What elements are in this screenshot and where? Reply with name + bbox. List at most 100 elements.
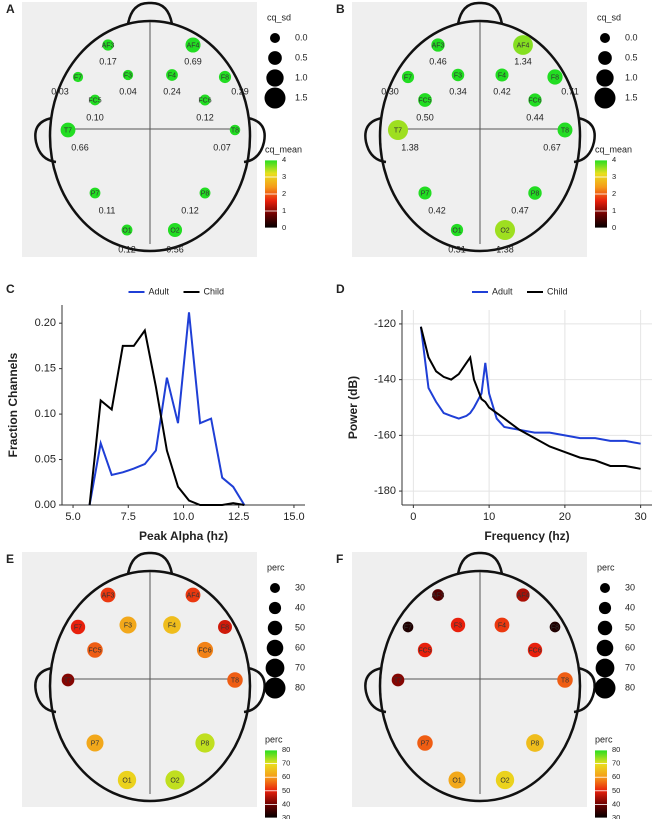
electrode-label: F7 [74, 624, 82, 631]
electrode [121, 224, 133, 236]
y-tick-label: 0.00 [35, 499, 56, 511]
electrode-label: F3 [124, 622, 132, 629]
electrode-label: F7 [404, 624, 412, 631]
electrode [513, 35, 533, 55]
electrode [450, 223, 464, 237]
electrode-label: AF4 [187, 592, 200, 599]
value-label: 0.42 [493, 86, 511, 96]
size-legend-key [266, 69, 284, 87]
electrode-label: O1 [122, 227, 131, 234]
head-outline [48, 569, 252, 803]
panel-label: F [336, 552, 343, 566]
electrode [72, 71, 84, 83]
value-label: 0.12 [181, 205, 199, 215]
series-line [419, 326, 641, 470]
colorbar-label: 1 [282, 206, 286, 215]
left-ear [34, 666, 57, 714]
colorbar-label: 2 [282, 189, 286, 198]
electrode-label: O1 [452, 227, 461, 234]
size-legend-key [265, 658, 285, 678]
electrode-label: F3 [454, 72, 462, 79]
electrode-label: O1 [452, 777, 461, 784]
electrode [185, 37, 201, 53]
colorbar-label: 4 [612, 155, 616, 164]
colorbar-label: 50 [282, 786, 290, 795]
electrode [199, 187, 211, 199]
electrode-label: O2 [170, 227, 179, 234]
size-legend-label: 1.5 [295, 92, 308, 102]
electrode [495, 68, 509, 82]
size-legend-key [266, 639, 284, 657]
size-legend-label: 0.5 [295, 52, 308, 62]
value-label: 0.30 [381, 86, 399, 96]
y-axis-label: Fraction Channels [6, 352, 20, 457]
size-legend-label: 80 [295, 682, 305, 692]
value-label: 1.34 [514, 56, 532, 66]
nose [456, 1, 504, 25]
electrode [86, 734, 104, 752]
electrode-label: P7 [91, 740, 100, 747]
colorbar-title: cq_mean [595, 144, 632, 154]
electrode-label: F8 [221, 624, 229, 631]
nose [126, 551, 174, 575]
value-label: 0.29 [231, 86, 249, 96]
colorbar-label: 80 [282, 745, 290, 754]
size-legend-title: cq_sd [267, 12, 291, 22]
electrode-label: AF4 [517, 42, 530, 49]
colorbar [265, 750, 277, 818]
y-tick-label: 0.15 [35, 363, 56, 375]
y-tick-label: -160 [374, 429, 396, 441]
size-legend-key [270, 583, 280, 593]
size-legend-label: 0.5 [625, 52, 638, 62]
value-label: 0.34 [449, 86, 467, 96]
electrode [195, 733, 215, 753]
electrode [431, 38, 445, 52]
size-legend-label: 50 [625, 622, 635, 632]
value-label: 0.07 [213, 142, 231, 152]
size-legend-key [264, 87, 286, 109]
value-label: 0.44 [526, 112, 544, 122]
electrode-label: FC5 [88, 647, 101, 654]
head-outline [378, 19, 582, 253]
value-label: 0.50 [416, 112, 434, 122]
electrode-label: T8 [561, 127, 569, 134]
electrode [494, 617, 510, 633]
colorbar-title: perc [595, 734, 613, 744]
x-tick-label: 15.0 [283, 511, 304, 523]
colorbar-label: 40 [282, 799, 290, 808]
series-line [419, 326, 641, 445]
y-tick-label: -180 [374, 485, 396, 497]
size-legend-label: 1.0 [625, 72, 638, 82]
size-legend-key [596, 69, 614, 87]
size-legend-label: 70 [625, 662, 635, 672]
right-ear [243, 666, 266, 714]
electrode-label: FC6 [528, 647, 541, 654]
electrode-label: P8 [531, 740, 540, 747]
value-label: 0.24 [163, 86, 181, 96]
size-legend-key [264, 677, 286, 699]
electrode [117, 770, 137, 790]
electrode-label: F8 [221, 74, 229, 81]
electrode [122, 69, 134, 81]
electrode [547, 69, 563, 85]
value-label: 1.38 [401, 142, 419, 152]
electrode [516, 588, 530, 602]
electrode [60, 122, 76, 138]
electrode [100, 587, 116, 603]
panel-label: D [336, 282, 345, 296]
legend-label: Adult [492, 286, 513, 296]
electrode [549, 621, 561, 633]
colorbar-label: 60 [282, 772, 290, 781]
electrode-label: F8 [551, 74, 559, 81]
electrode [89, 187, 101, 199]
value-label: 0.03 [51, 86, 69, 96]
electrode-label: FC6 [198, 647, 211, 654]
size-legend-label: 30 [625, 582, 635, 592]
electrode [418, 93, 432, 107]
x-tick-label: 20 [559, 511, 571, 523]
colorbar-label: 4 [282, 155, 286, 164]
electrode [528, 186, 542, 200]
electrode [391, 673, 405, 687]
